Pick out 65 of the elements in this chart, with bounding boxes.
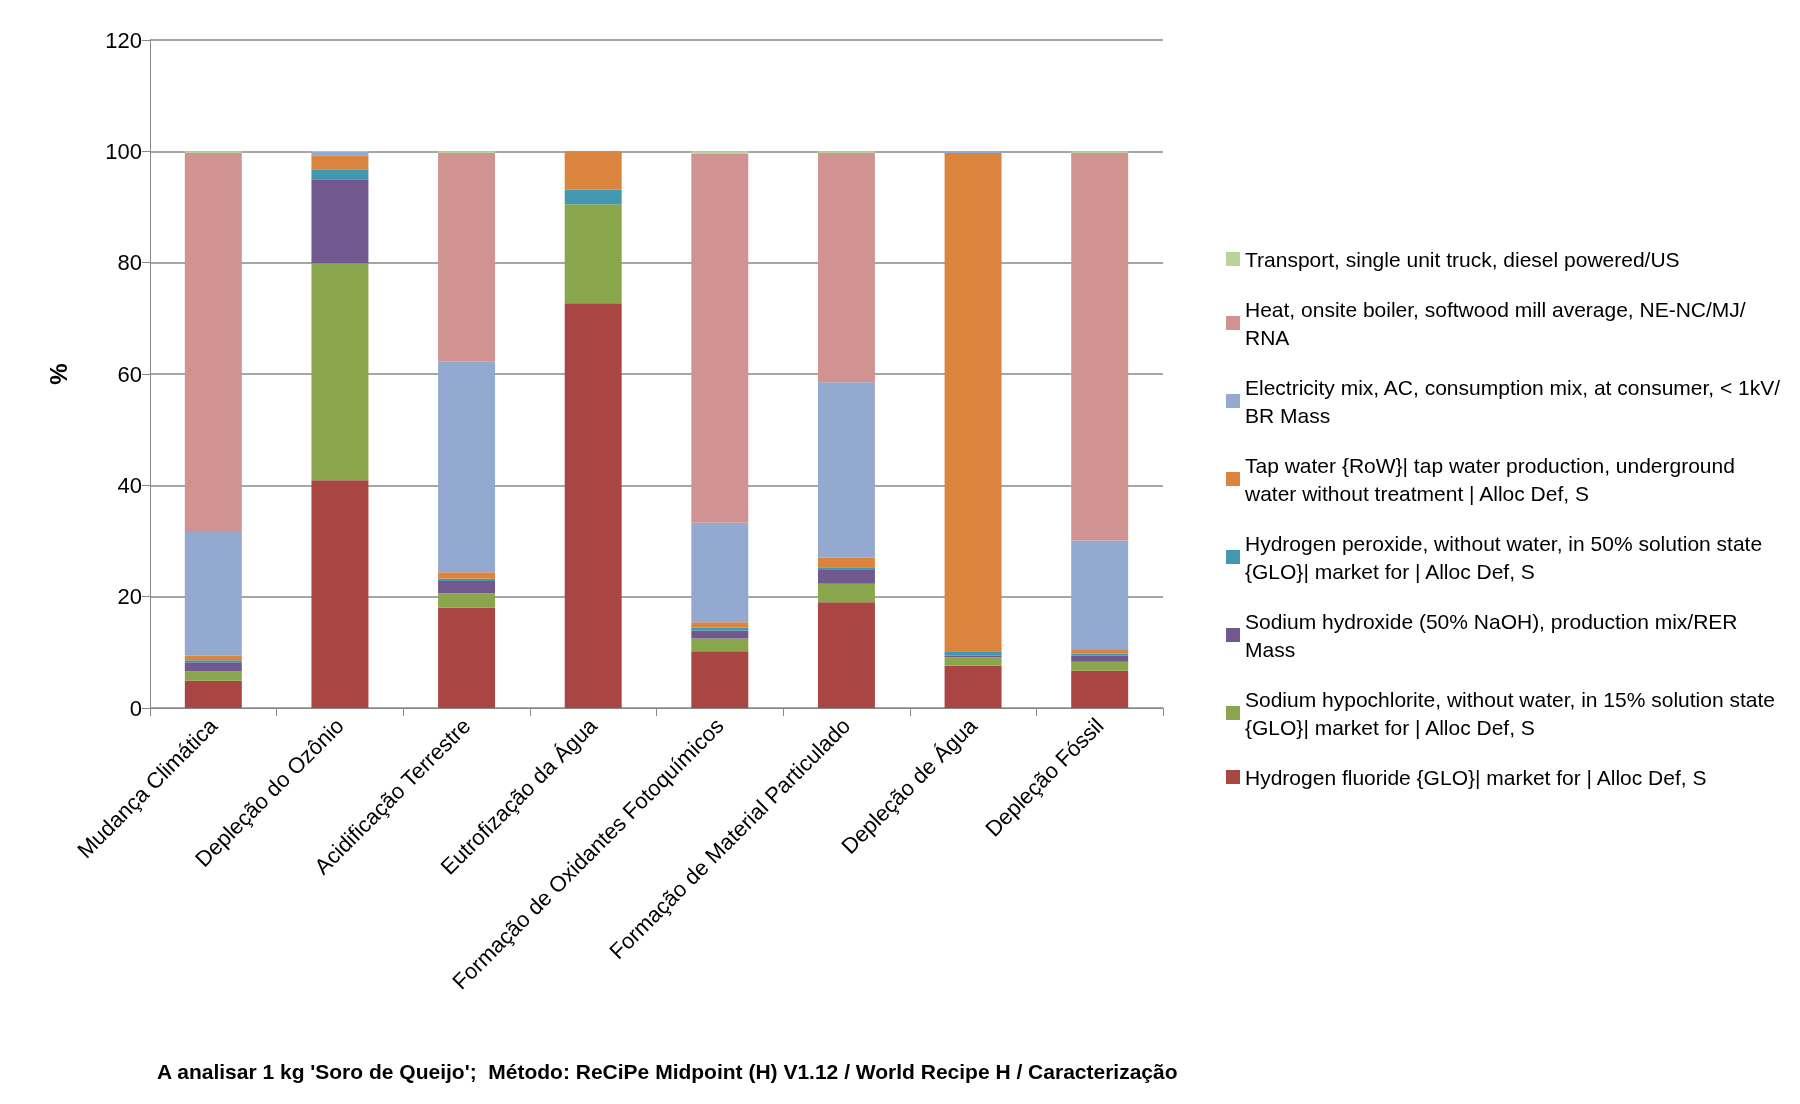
bar xyxy=(438,153,496,362)
bar xyxy=(817,567,875,570)
bar xyxy=(311,263,369,481)
bar xyxy=(438,572,496,579)
y-axis-title: % xyxy=(44,363,72,385)
bar xyxy=(691,630,749,639)
bar xyxy=(311,480,369,708)
legend-label: Sodium hydroxide (50% NaOH), production mix/RER Mass xyxy=(1245,609,1744,661)
bar xyxy=(438,607,496,708)
bar xyxy=(184,671,242,681)
legend-label: Hydrogen peroxide, without water, in 50% solution state {GLO}| market for | Alloc Def, S xyxy=(1245,531,1768,583)
bar xyxy=(438,578,496,582)
bar xyxy=(311,155,369,170)
bar xyxy=(817,557,875,568)
bar xyxy=(691,651,749,708)
bar xyxy=(1071,661,1129,671)
bar xyxy=(817,602,875,708)
bar xyxy=(691,522,749,623)
legend-label: Hydrogen fluoride {GLO}| market for | Alloc Def, S xyxy=(1245,765,1707,789)
bar xyxy=(184,532,242,656)
bar xyxy=(1071,670,1129,708)
bar xyxy=(691,638,749,652)
y-tick-label: 0 xyxy=(129,695,142,721)
y-tick-label: 60 xyxy=(117,361,142,387)
bar xyxy=(438,593,496,608)
bar xyxy=(564,303,622,708)
legend-label: Sodium hypochlorite, without water, in 15% solution state {GLO}| market for | Alloc Def, S xyxy=(1245,687,1781,739)
bar xyxy=(184,655,242,661)
bar xyxy=(1071,153,1129,541)
bar xyxy=(184,660,242,663)
legend-label: Tap water {RoW}| tap water production, underground water without treatment | Alloc Def, S xyxy=(1244,453,1741,505)
bar xyxy=(564,151,622,190)
bar xyxy=(691,627,749,631)
bar xyxy=(184,680,242,708)
bar xyxy=(1071,540,1129,651)
text: A analisar 1 kg 'Soro de Queijo'; Método: ReCiPe Midpoint (H) V1.12 / World Recipe H / Caracterização xyxy=(157,1060,1178,1083)
bar xyxy=(944,665,1002,708)
bar xyxy=(691,151,749,155)
bar xyxy=(184,153,242,533)
bar xyxy=(817,569,875,584)
bar xyxy=(184,662,242,672)
bar xyxy=(564,204,622,304)
bar xyxy=(1071,655,1129,662)
bar xyxy=(817,382,875,558)
y-tick-label: 80 xyxy=(117,250,142,276)
bar xyxy=(311,179,369,264)
legend-label: Electricity mix, AC, consumption mix, at consumer, < 1kV/BR Mass xyxy=(1245,375,1781,427)
bar xyxy=(817,583,875,603)
y-tick-label: 20 xyxy=(117,584,142,610)
bar xyxy=(817,153,875,383)
legend-label: Heat, onsite boiler, softwood mill average, NE-NC/MJ/RNA xyxy=(1245,297,1746,349)
bar xyxy=(438,361,496,573)
bar xyxy=(944,657,1002,666)
bar xyxy=(691,622,749,628)
legend-label: Transport, single unit truck, diesel powered/US xyxy=(1245,247,1680,271)
y-tick-label: 100 xyxy=(105,138,142,164)
bar xyxy=(311,169,369,180)
bar xyxy=(944,153,1002,652)
bar xyxy=(438,581,496,594)
y-tick-label: 40 xyxy=(117,472,142,498)
bar xyxy=(944,651,1002,656)
y-tick-label: 120 xyxy=(105,27,142,53)
bar xyxy=(564,189,622,205)
bar xyxy=(311,151,369,156)
bar xyxy=(691,154,749,523)
